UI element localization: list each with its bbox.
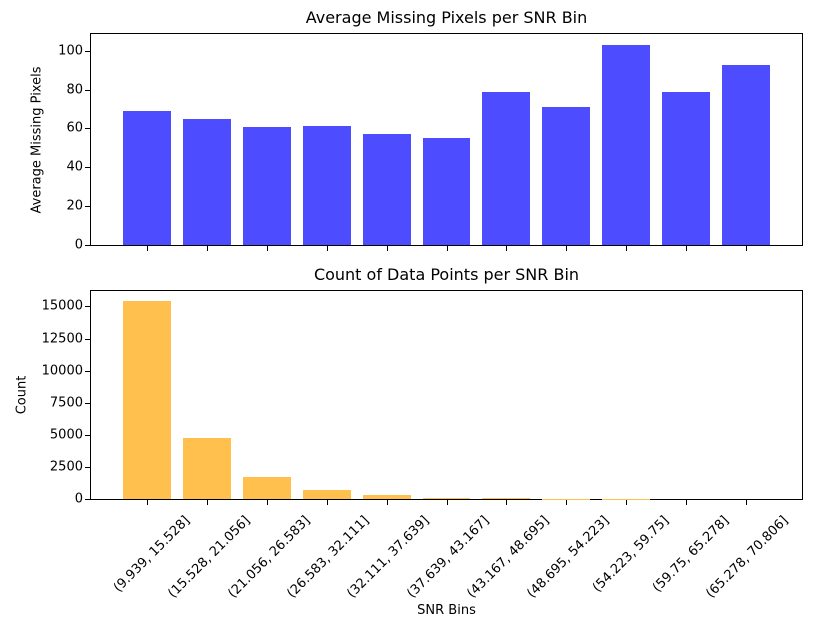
y-tick xyxy=(85,434,90,436)
bar xyxy=(482,498,531,499)
x-tick xyxy=(745,246,747,251)
y-tick-label: 100 xyxy=(58,43,83,59)
x-tick xyxy=(266,500,268,505)
bar xyxy=(542,107,591,245)
y-tick-label: 15000 xyxy=(41,298,83,314)
chart-title-average-missing-pixels: Average Missing Pixels per SNR Bin xyxy=(305,8,588,27)
x-tick xyxy=(207,246,209,251)
bar xyxy=(183,438,232,499)
bar xyxy=(362,495,411,499)
x-tick xyxy=(506,500,508,505)
x-tick xyxy=(326,500,328,505)
bar xyxy=(302,125,351,245)
x-tick xyxy=(147,500,149,505)
x-tick xyxy=(386,500,388,505)
y-tick xyxy=(85,128,90,130)
y-tick xyxy=(85,306,90,308)
bar xyxy=(661,92,710,245)
y-tick xyxy=(85,89,90,91)
x-tick xyxy=(446,246,448,251)
y-tick xyxy=(85,245,90,246)
bar xyxy=(422,138,471,245)
y-tick xyxy=(85,499,90,500)
x-tick xyxy=(566,246,568,251)
y-tick-label: 20 xyxy=(66,198,83,214)
x-tick xyxy=(207,500,209,505)
bar xyxy=(302,489,351,499)
bar xyxy=(602,44,650,245)
bar xyxy=(362,134,411,245)
y-tick xyxy=(85,206,90,208)
y-tick-label: 5000 xyxy=(49,427,83,443)
x-tick xyxy=(745,500,747,505)
y-tick xyxy=(85,402,90,404)
y-tick-label: 80 xyxy=(66,82,83,98)
x-tick xyxy=(626,500,628,505)
x-tick xyxy=(386,246,388,251)
y-tick-label: 2500 xyxy=(49,459,83,475)
y-axis-label-average-missing-pixels: Average Missing Pixels xyxy=(29,66,45,213)
x-tick xyxy=(446,500,448,505)
bar xyxy=(422,497,471,499)
chart-title-count: Count of Data Points per SNR Bin xyxy=(313,265,580,284)
bar xyxy=(721,65,770,245)
x-tick xyxy=(147,246,149,251)
plot-area-average-missing-pixels: 0 20 40 60 80 100 xyxy=(58,33,803,252)
y-tick xyxy=(85,338,90,340)
x-axis-label-snr-bins: SNR Bins xyxy=(417,603,476,618)
bar xyxy=(123,110,172,245)
y-tick xyxy=(85,50,90,52)
y-tick-label: 7500 xyxy=(49,395,83,411)
bar xyxy=(243,476,291,499)
y-tick-label: 60 xyxy=(66,120,83,136)
y-tick-label: 12500 xyxy=(41,331,83,346)
x-tick xyxy=(566,500,568,505)
x-tick xyxy=(506,246,508,251)
x-tick xyxy=(685,246,687,251)
y-tick xyxy=(85,466,90,468)
y-axis-label-count: Count xyxy=(14,375,30,415)
plot-area-count: 0 2500 5000 7500 10000 12500 15000 (9.939, 15.5… xyxy=(42,290,803,601)
y-tick-label: 0 xyxy=(74,237,83,253)
bar xyxy=(183,118,232,245)
x-tick xyxy=(626,246,628,251)
bar xyxy=(123,301,172,499)
x-tick xyxy=(266,246,268,251)
y-tick xyxy=(85,370,90,372)
y-tick-label: 40 xyxy=(66,159,83,175)
x-tick xyxy=(685,500,687,505)
y-tick xyxy=(85,167,90,169)
bar xyxy=(243,127,291,245)
bar xyxy=(482,91,531,245)
y-tick-label: 10000 xyxy=(41,363,83,379)
x-tick xyxy=(326,246,328,251)
y-tick-label: 0 xyxy=(74,491,83,507)
